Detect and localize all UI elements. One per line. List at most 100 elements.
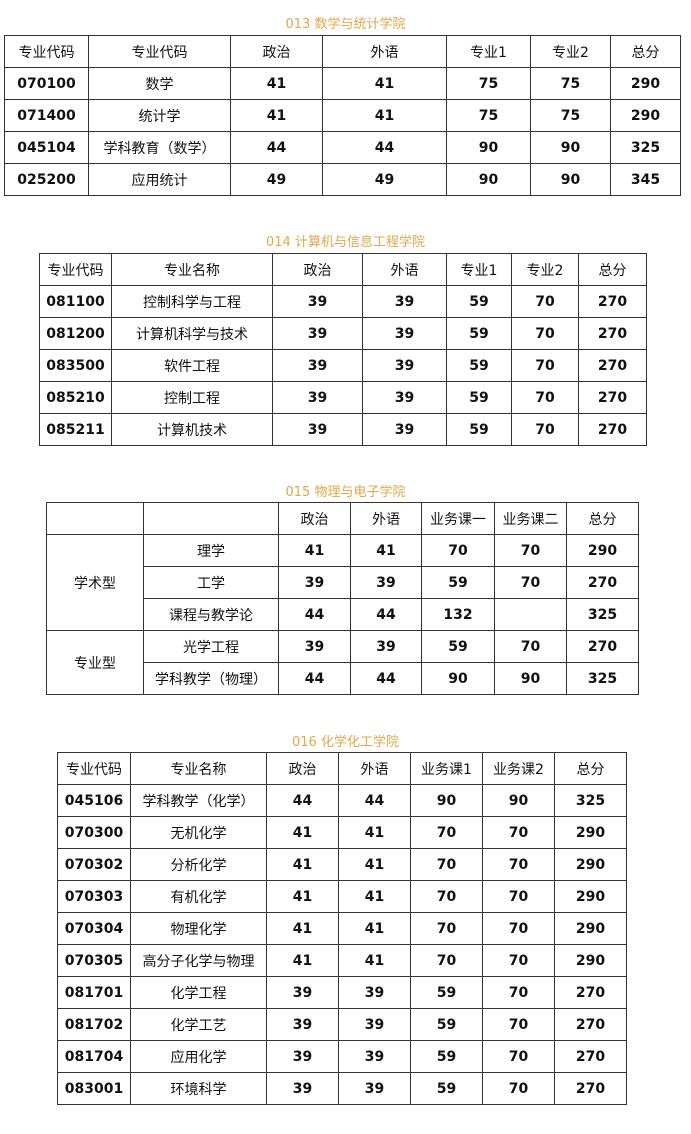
major-code: 083500 (39, 349, 112, 382)
score-cell: 70 (482, 816, 555, 849)
major-code: 025200 (4, 163, 89, 196)
score-cell: 44 (278, 598, 351, 631)
score-cell: 90 (530, 131, 611, 164)
score-cell: 39 (362, 413, 447, 446)
score-cell: 90 (494, 662, 567, 695)
major-name: 化学工艺 (130, 1008, 267, 1041)
score-cell: 290 (610, 99, 681, 132)
header-row: 专业代码 专业名称 政治 外语 专业1 专业2 总分 (39, 253, 647, 286)
score-cell: 70 (410, 880, 483, 913)
score-cell: 70 (482, 1008, 555, 1041)
major-code: 070305 (57, 944, 131, 977)
score-cell: 270 (554, 1072, 627, 1105)
table-row: 025200 应用统计 49 49 90 90 345 (4, 163, 681, 196)
header-row: 专业代码 专业名称 政治 外语 业务课1 业务课2 总分 (57, 752, 627, 785)
score-cell: 41 (338, 944, 411, 977)
score-cell: 59 (446, 349, 512, 382)
section-title-013: 013 数学与统计学院 (285, 17, 406, 32)
major-code: 081100 (39, 285, 112, 318)
score-cell: 41 (266, 848, 339, 881)
major-code: 085211 (39, 413, 112, 446)
score-cell: 70 (410, 944, 483, 977)
score-cell: 41 (230, 99, 323, 132)
score-cell: 59 (446, 413, 512, 446)
column-header: 专业2 (530, 35, 611, 68)
table-row: 081702 化学工艺 39 39 59 70 270 (57, 1008, 627, 1041)
column-header: 总分 (566, 502, 639, 535)
score-cell: 90 (421, 662, 495, 695)
score-cell: 290 (554, 848, 627, 881)
score-cell: 39 (272, 381, 363, 414)
major-code: 083001 (57, 1072, 131, 1105)
score-cell: 90 (446, 163, 531, 196)
major-name: 课程与教学论 (143, 598, 279, 631)
major-name: 环境科学 (130, 1072, 267, 1105)
column-header: 外语 (338, 752, 411, 785)
table-row: 081200 计算机科学与技术 39 39 59 70 270 (39, 317, 647, 350)
score-cell: 325 (566, 662, 639, 695)
table-row: 045106 学科教学（化学） 44 44 90 90 325 (57, 784, 627, 817)
major-code: 081702 (57, 1008, 131, 1041)
score-cell: 270 (566, 630, 639, 663)
table-row: 070300 无机化学 41 41 70 70 290 (57, 816, 627, 849)
score-cell: 90 (410, 784, 483, 817)
score-cell: 270 (554, 1008, 627, 1041)
table-row: 083500 软件工程 39 39 59 70 270 (39, 349, 647, 382)
major-code: 070302 (57, 848, 131, 881)
score-cell: 41 (266, 912, 339, 945)
table-row: 工学 39 39 59 70 270 (47, 566, 639, 599)
score-cell: 70 (410, 848, 483, 881)
major-code: 070304 (57, 912, 131, 945)
section-title-016: 016 化学化工学院 (292, 735, 399, 750)
score-cell: 39 (350, 566, 422, 599)
table-row: 071400 统计学 41 41 75 75 290 (4, 99, 681, 132)
column-header: 专业名称 (130, 752, 267, 785)
score-cell: 39 (272, 317, 363, 350)
column-header: 专业名称 (111, 253, 273, 286)
score-cell: 39 (338, 1040, 411, 1073)
major-name: 统计学 (88, 99, 231, 132)
column-header (46, 502, 144, 535)
major-code: 071400 (4, 99, 89, 132)
major-name: 控制科学与工程 (111, 285, 273, 318)
section-title-015: 015 物理与电子学院 (285, 485, 406, 500)
score-cell: 41 (278, 534, 351, 567)
major-name: 高分子化学与物理 (130, 944, 267, 977)
major-name: 物理化学 (130, 912, 267, 945)
column-header (143, 502, 279, 535)
column-header: 政治 (230, 35, 323, 68)
major-name: 有机化学 (130, 880, 267, 913)
score-cell: 59 (421, 630, 495, 663)
score-cell: 90 (446, 131, 531, 164)
score-cell: 44 (338, 784, 411, 817)
score-cell: 70 (482, 880, 555, 913)
column-header: 专业1 (446, 253, 512, 286)
score-cell: 70 (482, 1072, 555, 1105)
score-cell: 41 (338, 816, 411, 849)
score-cell: 49 (322, 163, 447, 196)
score-table-014: 专业代码 专业名称 政治 外语 专业1 专业2 总分 081100 控制科学与工程 39 39 59 7… (39, 253, 647, 446)
major-name: 计算机技术 (111, 413, 273, 446)
major-code: 070303 (57, 880, 131, 913)
score-cell: 270 (578, 317, 647, 350)
major-code: 070100 (4, 67, 89, 100)
score-cell: 59 (410, 1040, 483, 1073)
score-cell: 290 (566, 534, 639, 567)
column-header: 业务课2 (482, 752, 555, 785)
score-cell: 39 (272, 413, 363, 446)
table-row: 081701 化学工程 39 39 59 70 270 (57, 976, 627, 1009)
score-cell: 290 (554, 816, 627, 849)
major-name: 光学工程 (143, 630, 279, 663)
score-cell: 41 (338, 880, 411, 913)
major-name: 分析化学 (130, 848, 267, 881)
score-cell: 345 (610, 163, 681, 196)
score-cell: 75 (530, 67, 611, 100)
column-header: 专业1 (446, 35, 531, 68)
score-cell: 59 (421, 566, 495, 599)
table-row: 085211 计算机技术 39 39 59 70 270 (39, 413, 647, 446)
score-cell: 75 (446, 99, 531, 132)
score-cell: 59 (446, 381, 512, 414)
column-header: 专业代码 (88, 35, 231, 68)
score-cell: 39 (362, 317, 447, 350)
score-cell: 270 (566, 566, 639, 599)
